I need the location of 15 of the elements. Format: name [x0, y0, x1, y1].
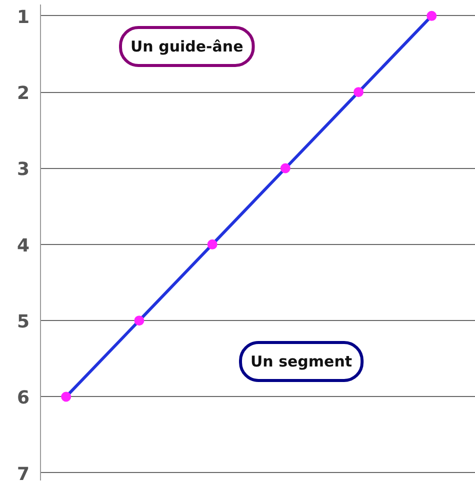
- point: [426, 10, 437, 21]
- annotation: Un guide-âne: [130, 38, 244, 56]
- y-tick-label: 6: [16, 388, 30, 409]
- y-tick-label: 1: [16, 6, 30, 28]
- point: [354, 87, 364, 98]
- point: [207, 239, 218, 250]
- point: [134, 316, 144, 326]
- point: [61, 392, 72, 402]
- annotation: Un segment: [250, 352, 352, 370]
- point: [280, 163, 290, 174]
- y-tick-label: 5: [16, 312, 30, 333]
- y-tick-label: 4: [16, 235, 30, 256]
- y-tick-label: 7: [16, 464, 30, 484]
- y-tick-label: 3: [16, 159, 30, 180]
- y-tick-label: 2: [16, 83, 30, 104]
